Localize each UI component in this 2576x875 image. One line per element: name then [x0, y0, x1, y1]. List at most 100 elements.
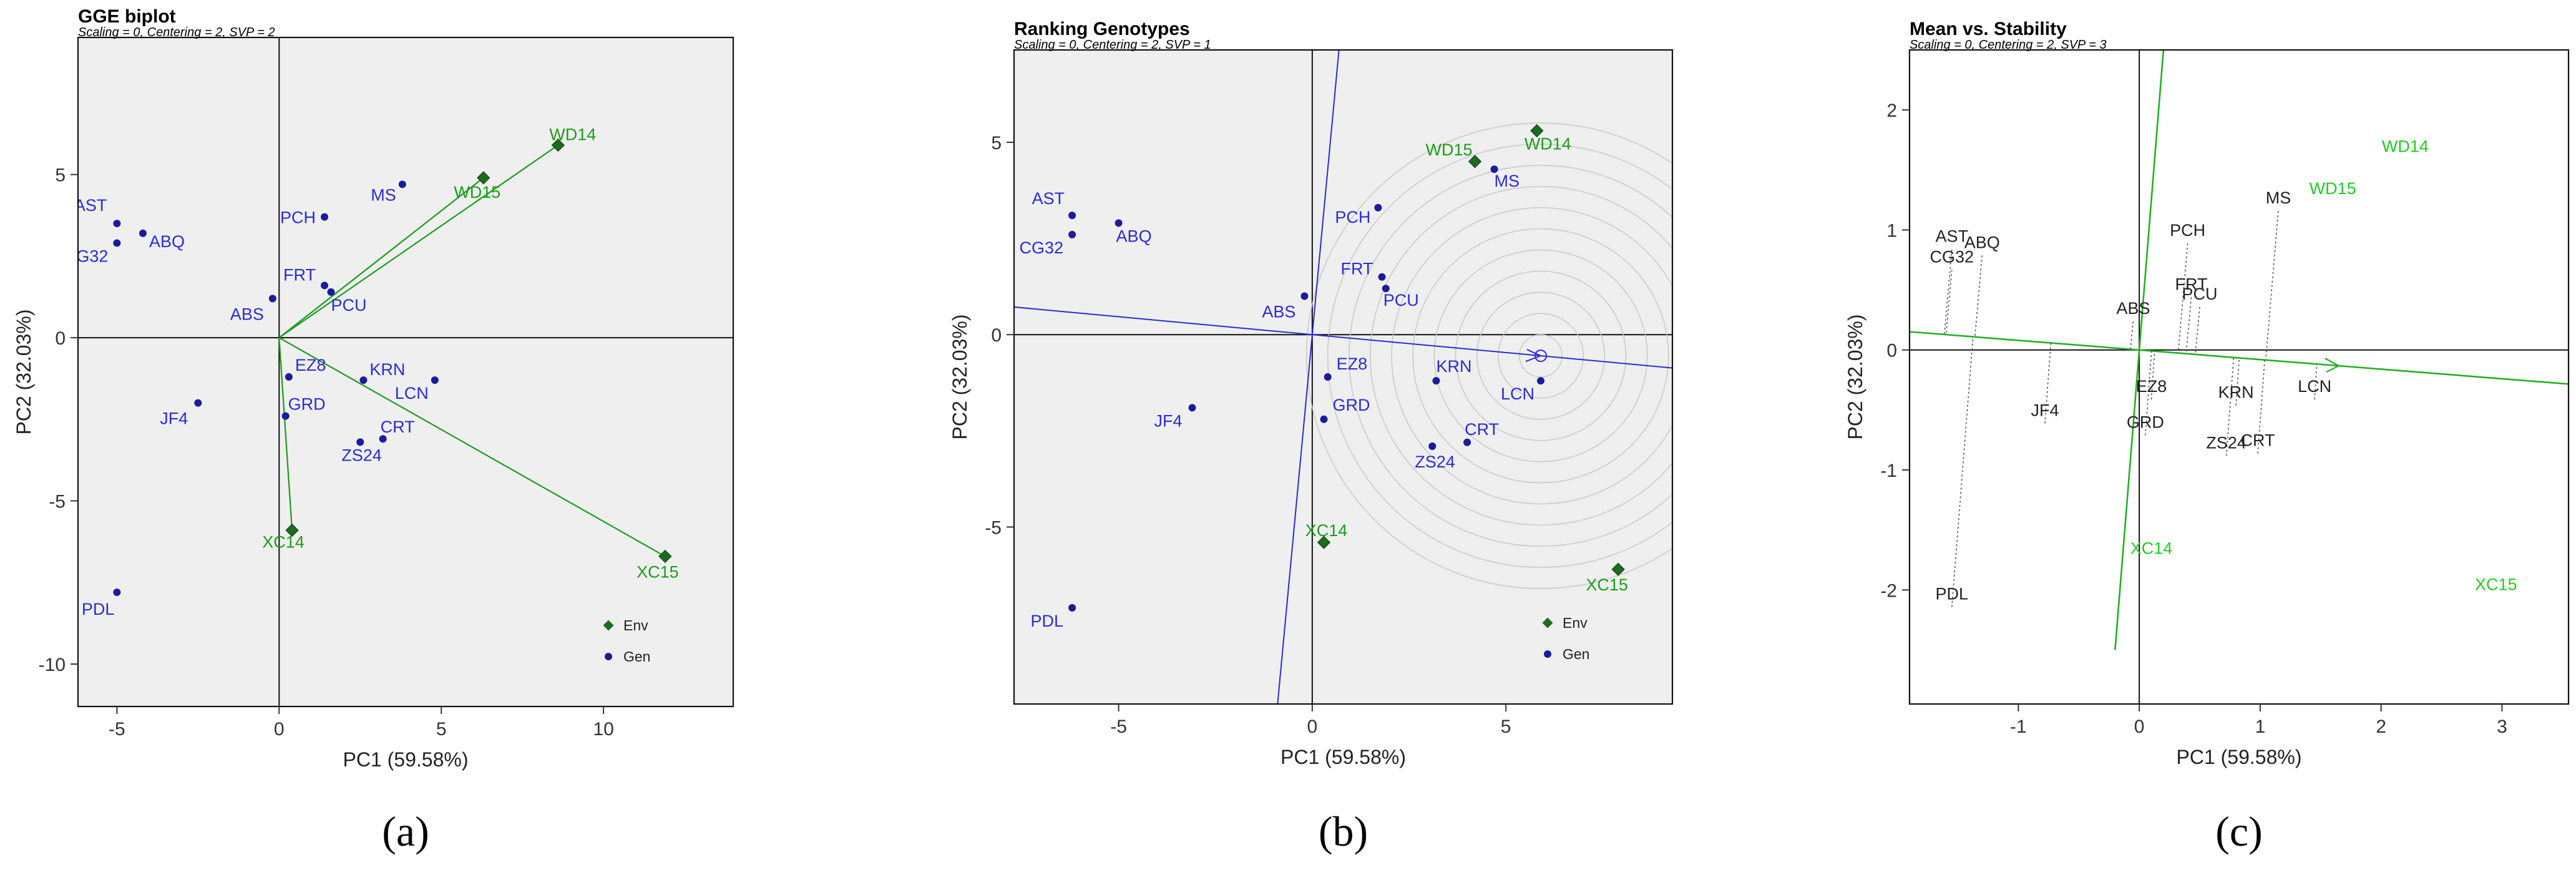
- plot-frame: [1908, 49, 2570, 705]
- y-tick-label: 0: [55, 328, 66, 349]
- genotype-point: [1068, 604, 1076, 612]
- genotype-point: [359, 376, 368, 384]
- x-tick-label: -5: [109, 719, 125, 740]
- x-tick-label: 0: [2134, 716, 2145, 737]
- genotype-point: [356, 438, 364, 446]
- y-tick-label: -5: [49, 492, 66, 512]
- concentric-circle: [1455, 270, 1627, 441]
- genotype-label: EZ8: [295, 356, 326, 374]
- projection-line: [2265, 211, 2279, 360]
- legend-gen-label: Gen: [1563, 646, 1589, 662]
- panel-caption: (a): [382, 808, 429, 855]
- genotype-label: LCN: [2298, 377, 2331, 396]
- x-tick-label: 5: [1501, 716, 1511, 737]
- legend-env-label: Env: [623, 617, 648, 633]
- environment-point: [1530, 124, 1544, 138]
- genotype-point: [1188, 404, 1196, 412]
- projection-line: [2235, 358, 2240, 406]
- projection-line: [2130, 321, 2134, 350]
- genotype-label: ABS: [1262, 303, 1295, 321]
- environment-label: WD14: [549, 125, 596, 144]
- environment-point: [477, 171, 490, 185]
- projection-line: [1945, 270, 1953, 335]
- genotype-point: [1300, 292, 1309, 300]
- y-tick-label: 0: [1886, 341, 1897, 361]
- legend-env-marker: [1542, 617, 1553, 628]
- genotype-label: PCH: [280, 208, 316, 227]
- y-axis-label: PC2 (32.03%): [1844, 315, 1866, 440]
- stability-axis: [2114, 50, 2165, 650]
- environment-label: XC14: [262, 533, 305, 552]
- genotype-point: [113, 239, 121, 247]
- concentric-circle: [1497, 313, 1584, 399]
- genotype-point: [321, 281, 329, 290]
- legend-gen-label: Gen: [623, 648, 650, 665]
- genotype-point: [268, 295, 276, 303]
- chart-subtitle: Scaling = 0, Centering = 2, SVP = 2: [78, 26, 275, 39]
- environment-point: [658, 549, 672, 564]
- chart-title: Ranking Genotypes: [1014, 19, 1190, 39]
- x-tick-label: 0: [1307, 716, 1318, 737]
- projection-line: [2177, 243, 2188, 353]
- x-axis-label: PC1 (59.58%): [343, 748, 469, 771]
- genotype-label: PCU: [2182, 285, 2218, 303]
- genotype-label: AST: [1032, 189, 1065, 208]
- projection-line: [1974, 255, 1983, 337]
- concentric-circle: [1349, 165, 1672, 547]
- genotype-point: [1378, 273, 1386, 281]
- genotype-point: [1537, 377, 1544, 385]
- env-vector-xc15: [278, 337, 666, 557]
- genotype-label: PDL: [1031, 612, 1064, 630]
- environment-label: WD14: [1525, 134, 1571, 153]
- genotype-label: KRN: [2218, 383, 2254, 402]
- projection-line: [2314, 364, 2318, 400]
- genotype-label: ZS24: [341, 446, 382, 464]
- environment-label: XC14: [1305, 521, 1348, 540]
- projection-line: [1944, 249, 1953, 335]
- genotype-label: JF4: [1154, 411, 1182, 430]
- genotype-point: [194, 399, 202, 407]
- genotype-label: GRD: [2127, 413, 2164, 432]
- genotype-point: [1115, 219, 1123, 227]
- x-axis-label: PC1 (59.58%): [2177, 746, 2302, 768]
- genotype-label: FRT: [2175, 275, 2207, 294]
- genotype-label: JF4: [160, 409, 188, 428]
- y-tick-label: 2: [1886, 100, 1897, 121]
- genotype-label: KRN: [369, 360, 405, 379]
- plot-background: [1014, 50, 1672, 704]
- y-tick-label: -1: [1880, 461, 1897, 481]
- environment-label: XC15: [2475, 575, 2517, 594]
- genotype-point: [327, 288, 335, 296]
- projection-line: [2185, 297, 2192, 354]
- mean-axis: [1910, 331, 2569, 385]
- genotype-label: CG32: [64, 247, 109, 265]
- environment-label: WD14: [2382, 137, 2429, 155]
- environment-point: [1317, 535, 1331, 549]
- genotype-label: ABQ: [1116, 227, 1152, 245]
- genotype-label: AST: [74, 196, 107, 215]
- x-tick-label: 5: [436, 719, 447, 740]
- panel-caption: (c): [2215, 808, 2262, 855]
- legend-env-marker: [603, 620, 614, 631]
- genotype-point: [1320, 415, 1328, 423]
- genotype-label: CRT: [381, 418, 415, 436]
- genotype-label: MS: [2266, 188, 2291, 207]
- projection-line: [2150, 351, 2155, 400]
- genotype-label: MS: [1495, 172, 1520, 190]
- y-tick-label: 1: [1886, 220, 1897, 241]
- genotype-point: [139, 229, 147, 237]
- environment-label: WD15: [454, 183, 500, 202]
- genotype-label: LCN: [395, 384, 429, 403]
- mean-arrow: [2325, 358, 2341, 373]
- genotype-label: PDL: [82, 600, 115, 618]
- environment-point: [551, 138, 565, 152]
- projection-line: [2195, 306, 2200, 354]
- genotype-point: [113, 220, 121, 228]
- genotype-point: [1068, 230, 1076, 238]
- genotype-point: [1428, 442, 1437, 450]
- legend-gen-marker: [1544, 650, 1551, 658]
- genotype-point: [1374, 203, 1382, 212]
- environment-label: XC15: [1586, 575, 1628, 594]
- environment-label: WD15: [1425, 140, 1472, 159]
